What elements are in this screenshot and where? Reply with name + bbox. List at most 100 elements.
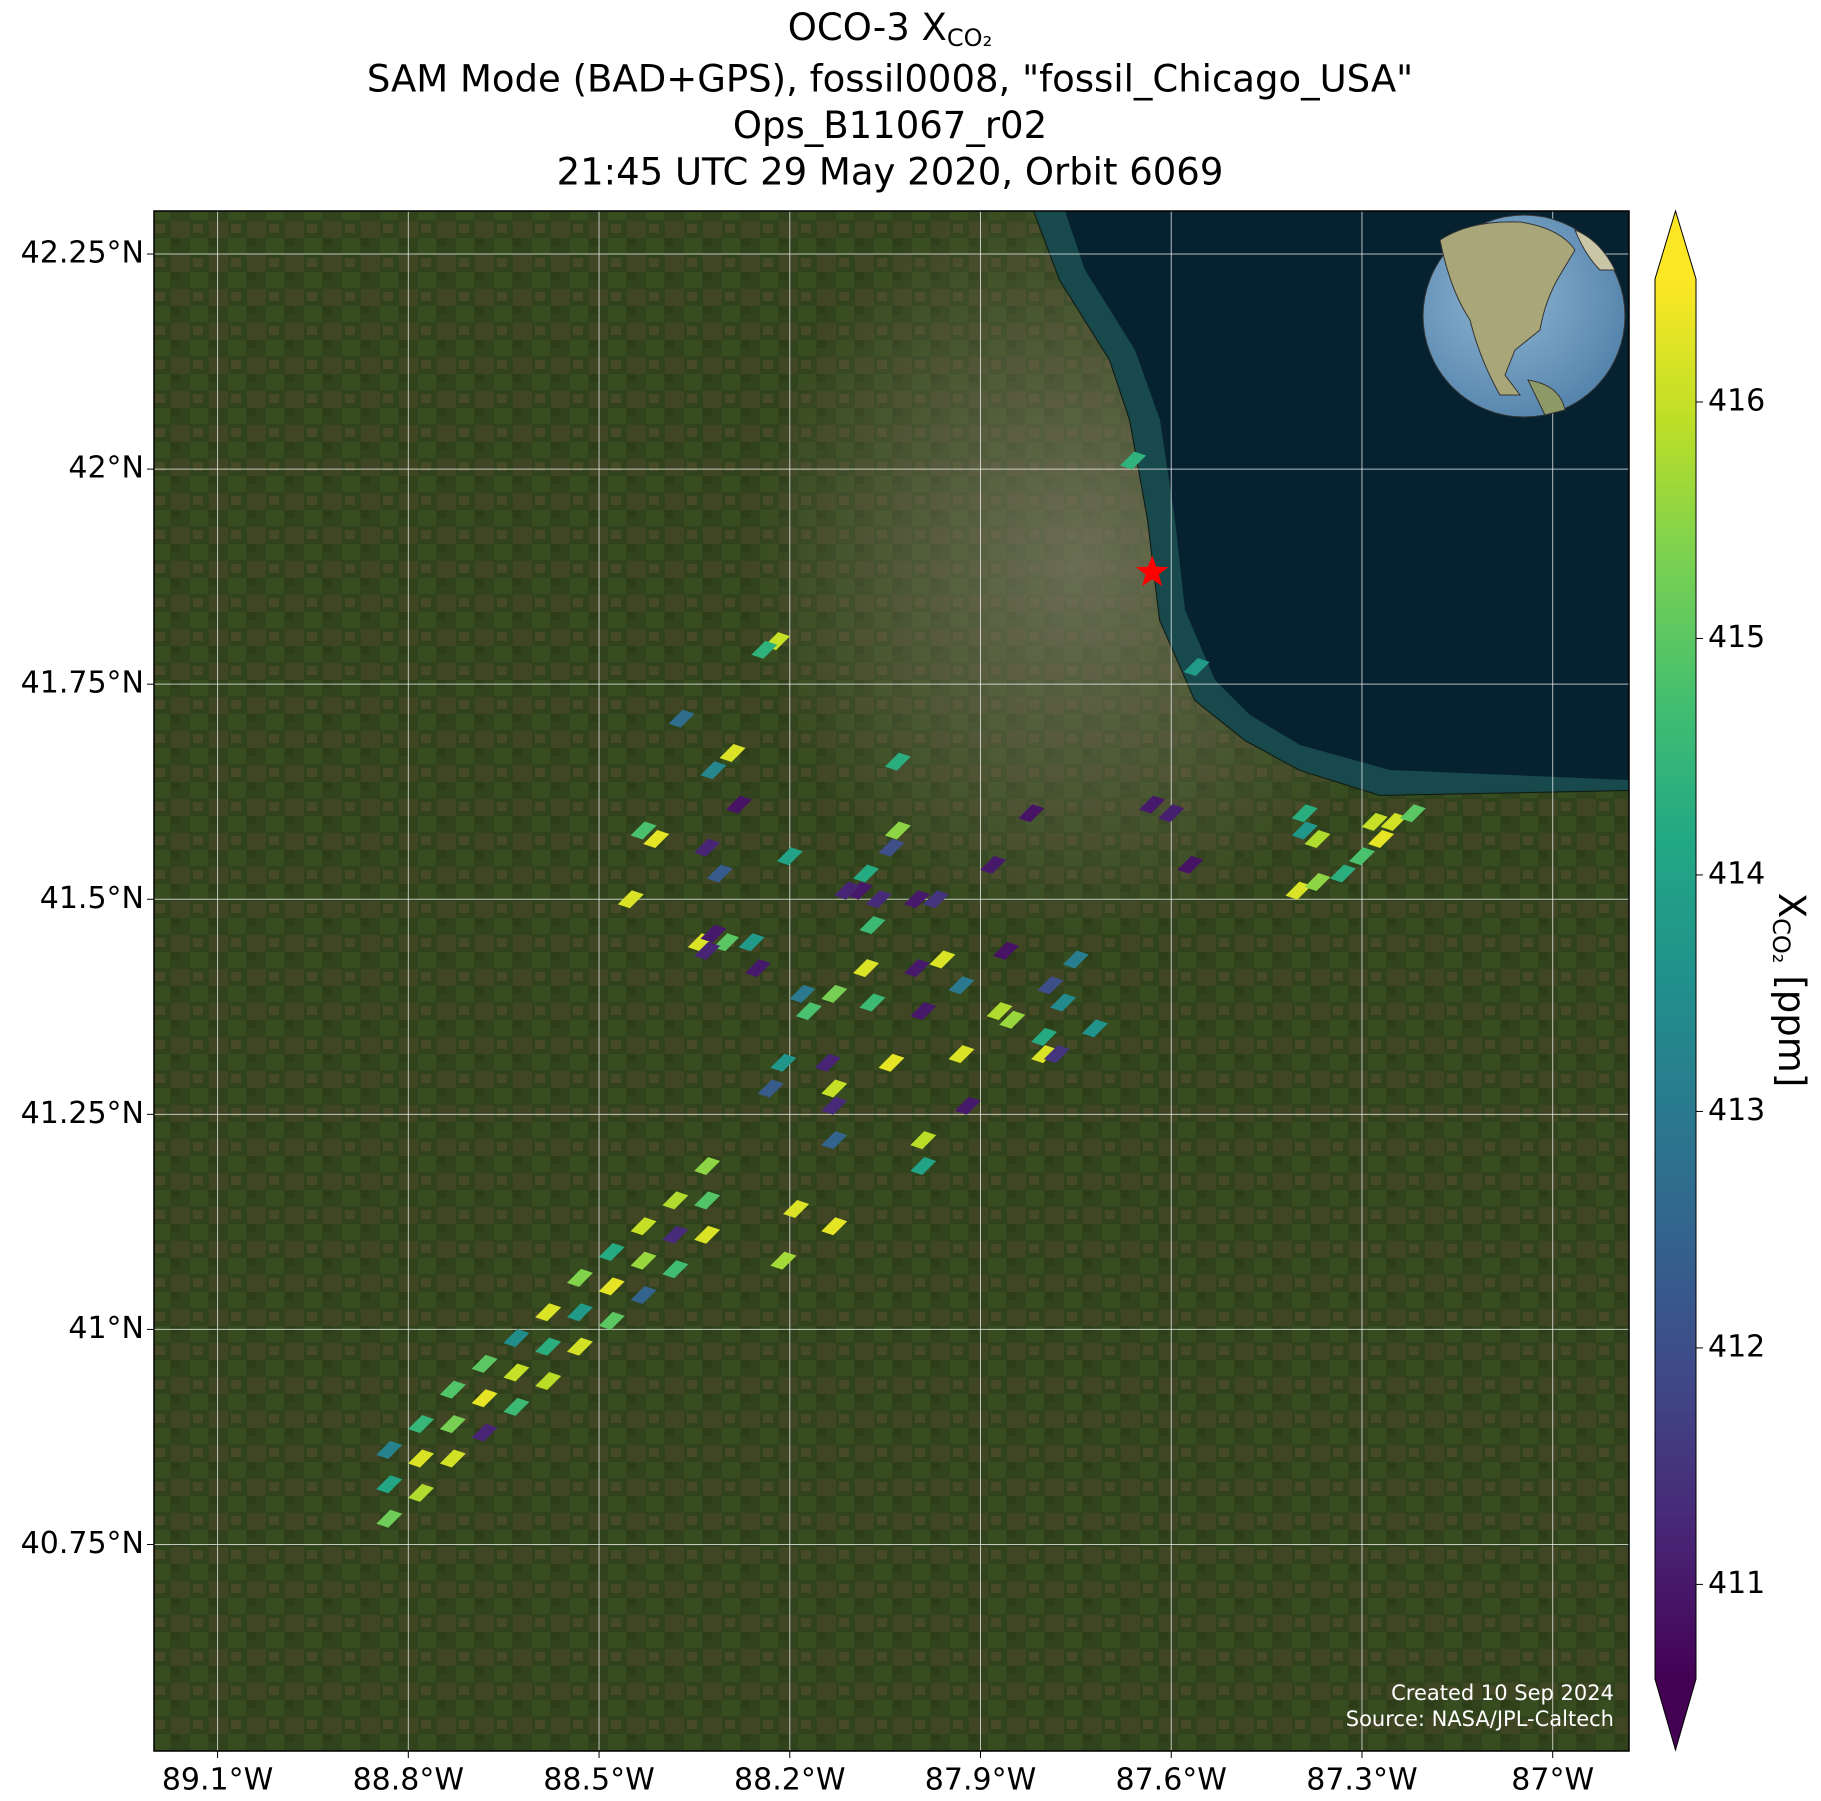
footprint bbox=[1291, 804, 1318, 823]
footprint bbox=[1120, 451, 1147, 470]
globe-land bbox=[1574, 229, 1616, 271]
footprint bbox=[776, 847, 803, 866]
footprint bbox=[566, 1268, 593, 1287]
colorbar-label-text: X bbox=[1771, 893, 1814, 918]
footprint bbox=[923, 890, 950, 909]
y-tick-label: 41.75°N bbox=[21, 666, 144, 701]
footprint bbox=[948, 976, 975, 995]
footprint bbox=[884, 752, 911, 771]
colorbar-frame bbox=[1654, 209, 1697, 1752]
footprint bbox=[910, 1002, 937, 1021]
footprint bbox=[1291, 821, 1318, 840]
footprints bbox=[376, 451, 1426, 1528]
footprint bbox=[630, 1286, 657, 1305]
footprint bbox=[1158, 804, 1185, 823]
colorbar-tick-label: 414 bbox=[1708, 856, 1765, 891]
colorbar: 411 412 413 414 415 416 XCO₂ [ppm] bbox=[1654, 209, 1814, 1752]
x-tick-label: 87.3°W bbox=[1306, 1763, 1417, 1798]
footprint bbox=[980, 855, 1007, 874]
footprint bbox=[751, 640, 778, 659]
colorbar-tick-label: 412 bbox=[1708, 1329, 1765, 1364]
footprint bbox=[821, 1217, 848, 1236]
footprint bbox=[744, 959, 771, 978]
footprint bbox=[643, 830, 670, 849]
footprint bbox=[1139, 795, 1166, 814]
footprint bbox=[833, 881, 860, 900]
y-tick-label: 42°N bbox=[68, 451, 144, 486]
footprint bbox=[910, 1156, 937, 1175]
colorbar-tick-label: 411 bbox=[1708, 1566, 1765, 1601]
footprint bbox=[503, 1397, 530, 1416]
footprint bbox=[789, 984, 816, 1003]
globe-land bbox=[1439, 221, 1576, 396]
footprint bbox=[821, 984, 848, 1003]
footprint bbox=[503, 1363, 530, 1382]
footprint bbox=[1329, 864, 1356, 883]
footprint bbox=[598, 1277, 625, 1296]
footprint bbox=[954, 1096, 981, 1115]
footprint bbox=[948, 1045, 975, 1064]
globe-land bbox=[1527, 379, 1566, 416]
footprint bbox=[903, 959, 930, 978]
x-tick-label: 87.9°W bbox=[925, 1763, 1036, 1798]
y-tick-label: 42.25°N bbox=[21, 236, 144, 271]
footprint bbox=[757, 1079, 784, 1098]
footprint bbox=[700, 924, 727, 943]
footprint bbox=[795, 1002, 822, 1021]
x-tick-label: 88.5°W bbox=[543, 1763, 654, 1798]
footprint bbox=[1062, 950, 1089, 969]
footprint bbox=[1177, 855, 1204, 874]
footprint bbox=[770, 1053, 797, 1072]
footprint bbox=[439, 1415, 466, 1434]
footprint bbox=[535, 1337, 562, 1356]
footprint bbox=[1285, 881, 1312, 900]
footprint bbox=[471, 1423, 498, 1442]
site-marker bbox=[1136, 555, 1169, 587]
lake-shallows bbox=[1034, 211, 1629, 795]
credit-note: Source: NASA/JPL-Caltech bbox=[1346, 1707, 1614, 1731]
footprint bbox=[725, 795, 752, 814]
footprint bbox=[535, 1372, 562, 1391]
chart-subtitle: Ops_B11067_r02 bbox=[733, 104, 1047, 147]
footprint bbox=[1380, 812, 1407, 831]
colorbar-extend-max bbox=[1655, 211, 1696, 279]
footprint bbox=[878, 838, 905, 857]
title-subscript: CO₂ bbox=[947, 24, 992, 52]
x-tick-label: 87°W bbox=[1511, 1763, 1594, 1798]
footprint bbox=[1081, 1019, 1108, 1038]
footprint bbox=[535, 1303, 562, 1322]
footprint bbox=[700, 761, 727, 780]
chart-subtitle: 21:45 UTC 29 May 2020, Orbit 6069 bbox=[557, 151, 1224, 194]
footprint bbox=[662, 1225, 689, 1244]
x-tick-label: 88.2°W bbox=[734, 1763, 845, 1798]
footprint bbox=[738, 933, 765, 952]
footprint bbox=[694, 941, 721, 960]
footprint bbox=[1304, 873, 1331, 892]
footprint bbox=[439, 1449, 466, 1468]
footprint bbox=[910, 1131, 937, 1150]
colorbar-label-unit: [ppm] bbox=[1771, 975, 1814, 1087]
footprint bbox=[668, 709, 695, 728]
footprint bbox=[694, 1156, 721, 1175]
footprint bbox=[821, 1096, 848, 1115]
footprint bbox=[1037, 976, 1064, 995]
x-tick-label: 87.6°W bbox=[1116, 1763, 1227, 1798]
plot-frame bbox=[153, 210, 1630, 1752]
y-tick-label: 40.75°N bbox=[21, 1526, 144, 1561]
footprint bbox=[1361, 812, 1388, 831]
footprint bbox=[903, 890, 930, 909]
y-tick-label: 41°N bbox=[68, 1311, 144, 1346]
footprint bbox=[376, 1440, 403, 1459]
globe-inset bbox=[1422, 214, 1626, 418]
footprint bbox=[999, 1010, 1026, 1029]
footprint bbox=[1031, 1045, 1058, 1064]
footprint bbox=[713, 933, 740, 952]
footprint bbox=[376, 1475, 403, 1494]
axes: 89.1°W 88.8°W 88.5°W 88.2°W 87.9°W 87.6°W 87.3… bbox=[21, 236, 1594, 1798]
footprint bbox=[814, 1053, 841, 1072]
footprint bbox=[783, 1199, 810, 1218]
footprint bbox=[1050, 993, 1077, 1012]
footprint bbox=[566, 1303, 593, 1322]
